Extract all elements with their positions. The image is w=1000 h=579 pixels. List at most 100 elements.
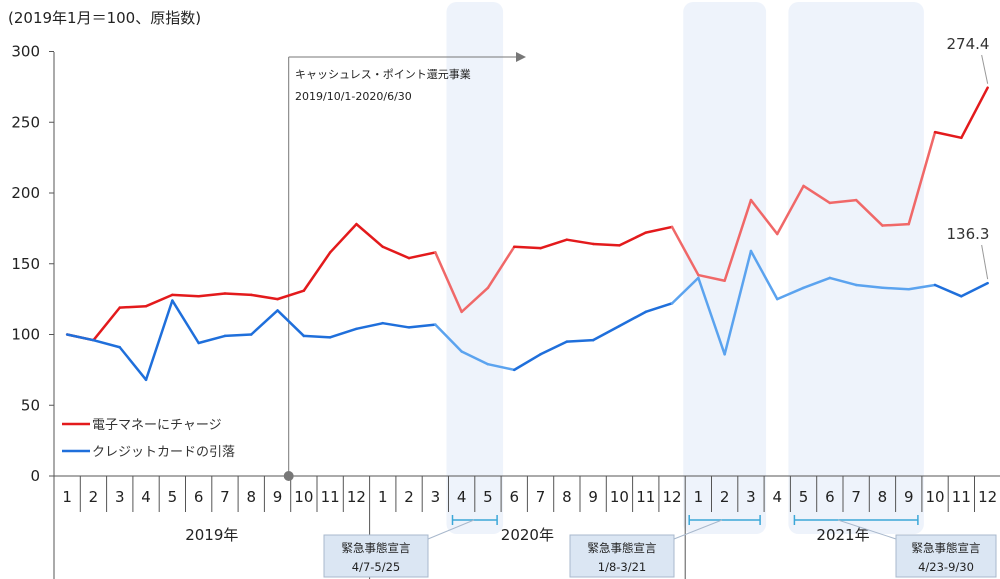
series-2-segment [355, 321, 384, 331]
series-2-segment [118, 345, 148, 382]
year-label: 2019年 [185, 526, 238, 544]
series-1-segment [328, 222, 358, 254]
y-tick-label: 250 [11, 113, 40, 131]
series-1-segment [223, 292, 253, 297]
series-1-segment [618, 231, 647, 247]
campaign-arrowhead [516, 52, 526, 62]
x-tick-label: 7 [536, 488, 546, 506]
series-2-segment [697, 276, 726, 356]
x-tick-label: 8 [878, 488, 888, 506]
x-tick-label: 9 [904, 488, 914, 506]
x-tick-label: 4 [141, 488, 151, 506]
x-tick-label: 12 [347, 488, 366, 506]
series-1-segment [197, 292, 227, 298]
x-tick-label: 8 [562, 488, 572, 506]
x-tick-label: 2 [404, 488, 414, 506]
series-2-segment [276, 309, 306, 338]
series-1-segment [276, 289, 306, 301]
series-2-segment [723, 249, 753, 356]
y-tick-label: 0 [30, 467, 40, 485]
series-2-segment [644, 302, 674, 314]
emergency-box [895, 534, 997, 578]
series-1-segment [854, 198, 884, 227]
series-2-segment [828, 276, 858, 287]
x-tick-label: 1 [62, 488, 72, 506]
series-2-segment [197, 334, 227, 345]
series-2-segment [854, 283, 884, 290]
x-tick-label: 1 [694, 488, 704, 506]
emergency-shading [446, 2, 924, 534]
series-1-segment [381, 245, 411, 260]
series-1-segment [776, 184, 805, 236]
x-tick-label: 12 [978, 488, 997, 506]
end-label-series-2: 136.3 [947, 225, 990, 243]
series-2-segment [434, 323, 463, 353]
unit-label: (2019年1月＝100、原指数) [8, 9, 201, 27]
series-2-segment [144, 299, 174, 382]
x-tick-label: 7 [220, 488, 230, 506]
x-tick-label: 2 [720, 488, 730, 506]
series-2-segment [539, 340, 569, 356]
emergency-callouts: 緊急事態宣言 4/7-5/25 緊急事態宣言 1/8-3/21 緊急事態宣言 4/23-9… [323, 515, 997, 578]
series-2-segment [171, 299, 200, 345]
series-1-segment [118, 304, 148, 309]
series-1-segment [933, 130, 963, 140]
emergency-period: 1/8-3/21 [598, 560, 646, 574]
emergency-box [323, 534, 429, 578]
series-2-segment [486, 362, 516, 372]
x-tick-label: 9 [588, 488, 598, 506]
legend: 電子マネーにチャージ クレジットカードの引落 [62, 418, 235, 460]
series-2-segment [802, 276, 832, 290]
series-2-segment [381, 321, 411, 329]
series-2-segment [250, 309, 279, 336]
x-tick-label: 3 [115, 488, 125, 506]
emergency-band-1 [446, 2, 504, 534]
x-tick-label: 10 [926, 488, 945, 506]
x-tick-label: 9 [273, 488, 283, 506]
x-tick-label: 6 [825, 488, 835, 506]
series-2-segment [591, 324, 621, 342]
x-tick-label: 11 [321, 488, 340, 506]
y-tick-label: 100 [11, 326, 40, 344]
x-tick-label: 6 [194, 488, 204, 506]
series-2-segment [960, 281, 989, 298]
x-tick-label: 11 [636, 488, 655, 506]
x-tick-label: 5 [168, 488, 178, 506]
series-2-segment [776, 286, 805, 301]
y-tick-label: 200 [11, 184, 40, 202]
series-1-segment [144, 293, 174, 308]
series-2-segment [565, 338, 595, 343]
x-tick-label: 3 [431, 488, 441, 506]
x-tick-label: 6 [509, 488, 519, 506]
end-label-leader [981, 54, 989, 84]
campaign-start-dot [283, 471, 294, 481]
series-2-segment [513, 353, 542, 372]
emergency-period: 4/23-9/30 [918, 560, 974, 574]
series-1-segment [407, 251, 437, 260]
series-1-segment [171, 293, 200, 298]
series-2-segment [907, 283, 937, 291]
series-2-segment [223, 333, 253, 338]
emergency-title: 緊急事態宣言 [588, 541, 657, 555]
series-2-segment [618, 310, 647, 328]
x-tick-label: 3 [746, 488, 756, 506]
campaign-annotation: キャッシュレス・ポイント還元事業 2019/10/1-2020/6/30 [283, 52, 526, 481]
series-2-segment [670, 276, 700, 305]
emergency-title: 緊急事態宣言 [912, 541, 981, 555]
emergency-leader [837, 519, 897, 540]
x-tick-label: 8 [246, 488, 256, 506]
emergency-leader [673, 519, 723, 540]
series-1-segment [697, 273, 726, 282]
series-1-segment [434, 251, 463, 314]
series-1-segment [539, 238, 569, 250]
series-2-segment [302, 334, 332, 339]
series-1-segment [907, 130, 937, 226]
x-tick-label: 11 [952, 488, 971, 506]
y-tick-label: 300 [11, 43, 40, 61]
campaign-name: キャッシュレス・ポイント還元事業 [295, 68, 471, 81]
year-label: 2021年 [816, 526, 869, 544]
series-1-segment [355, 222, 384, 249]
x-tick-label: 10 [610, 488, 629, 506]
series-2-segment [65, 333, 95, 342]
